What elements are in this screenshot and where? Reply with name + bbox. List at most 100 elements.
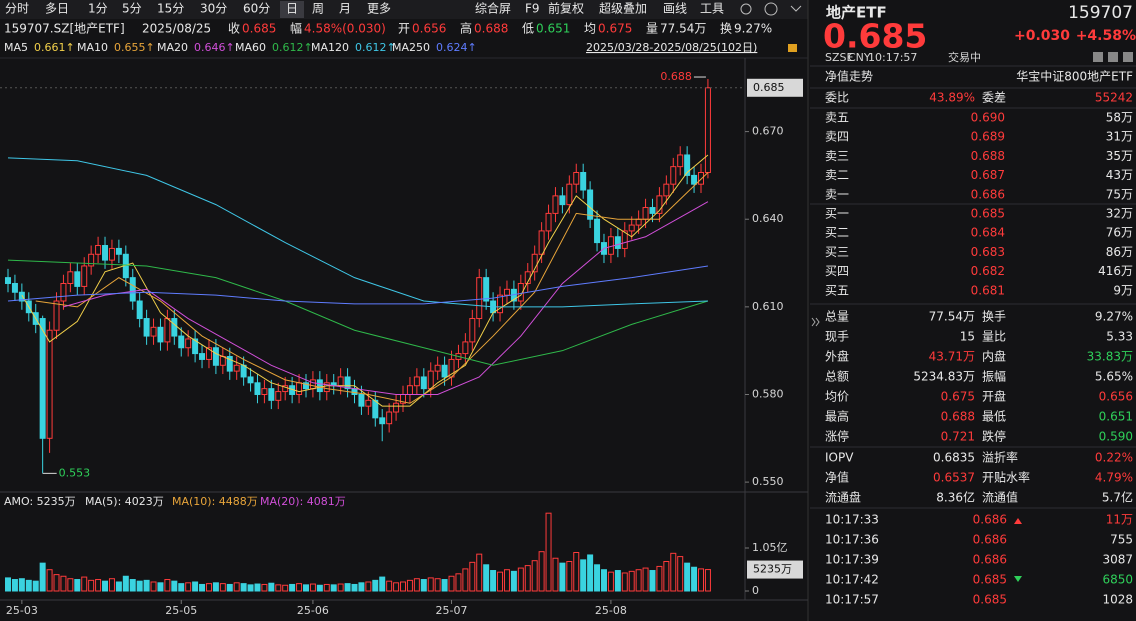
- tab[interactable]: 华宝中证800地产ETF: [1016, 69, 1133, 84]
- volume-bar: [559, 562, 566, 592]
- period-tab[interactable]: 更多: [367, 2, 391, 16]
- candle-body: [115, 247, 122, 255]
- candle-body: [684, 154, 691, 176]
- volume-bar: [420, 579, 427, 592]
- volume-bar: [413, 578, 420, 592]
- ma-value: 0.612↑: [272, 41, 313, 54]
- more-icon[interactable]: [1123, 52, 1133, 62]
- settings-icon[interactable]: [740, 3, 752, 15]
- book-price: 0.689: [971, 130, 1005, 144]
- volume-bar: [115, 581, 122, 592]
- period-tab[interactable]: 5分: [122, 2, 142, 16]
- period-tab[interactable]: 分时: [5, 2, 29, 16]
- volume-bar: [531, 560, 538, 592]
- volume-bar: [337, 583, 344, 592]
- volume-bar: [510, 570, 517, 592]
- active-tab: [280, 1, 304, 18]
- lock-icon[interactable]: [788, 44, 797, 52]
- period-tab[interactable]: 30分: [200, 2, 227, 16]
- period-tab[interactable]: 1分: [88, 2, 108, 16]
- expand-icon[interactable]: [811, 317, 820, 327]
- range[interactable]: 2025/03/28-2025/08/25(102日): [586, 41, 757, 54]
- stock-code: 159707: [1068, 3, 1133, 23]
- down-arrow: [1014, 576, 1022, 582]
- volume-bar: [102, 580, 109, 592]
- low-label: 0.553: [59, 466, 91, 479]
- candle-body: [302, 382, 309, 390]
- trade-volume: 3087: [1102, 553, 1133, 567]
- candle-body: [531, 253, 538, 273]
- volume-bar: [212, 582, 219, 592]
- book-volume: 43万: [1106, 168, 1133, 182]
- volume-bar: [157, 582, 164, 592]
- tab[interactable]: 净值走势: [825, 69, 873, 84]
- volume-bar: [143, 579, 150, 592]
- quote-label: 量: [646, 22, 658, 36]
- volume-bar: [566, 561, 573, 592]
- period-tab[interactable]: 月: [339, 2, 351, 16]
- quote-value: 0.656: [412, 22, 446, 36]
- candle-body: [517, 282, 524, 302]
- volume-bar: [483, 564, 490, 592]
- x-tick-label: 25-06: [297, 604, 329, 617]
- price-change: +0.030: [1014, 28, 1070, 44]
- tool-button[interactable]: 超级叠加: [599, 1, 647, 16]
- volume-legend: MA(10): 4488万: [172, 495, 258, 508]
- ma-name: MA120: [311, 41, 349, 54]
- volume-bar: [5, 577, 11, 592]
- book-price: 0.687: [971, 168, 1005, 182]
- ma-value: 0.655↑: [114, 41, 155, 54]
- y-tick-label: 0.580: [752, 387, 784, 400]
- candle-body: [323, 382, 330, 393]
- last-price-tag: [747, 78, 803, 97]
- volume-bar: [330, 584, 337, 592]
- candle-body: [704, 87, 711, 173]
- candle-body: [67, 271, 74, 284]
- candle-body: [157, 326, 164, 343]
- volume-bar: [684, 562, 691, 592]
- edit-icon[interactable]: [1093, 52, 1103, 62]
- tool-button[interactable]: 前复权: [548, 1, 584, 16]
- candle-body: [663, 183, 670, 197]
- candle-body: [81, 265, 88, 287]
- row-label: 开贴水率: [982, 470, 1030, 485]
- row-value: 0.22%: [1095, 451, 1133, 465]
- candle-body: [53, 300, 60, 331]
- link-icon[interactable]: [1108, 52, 1118, 62]
- tool-button[interactable]: 画线: [663, 2, 687, 16]
- candle-body: [261, 388, 268, 395]
- volume-bar: [289, 583, 296, 592]
- quote-value: 0.651: [536, 22, 570, 36]
- period-tab[interactable]: 多日: [45, 2, 69, 16]
- period-tab[interactable]: 15分: [157, 2, 184, 16]
- quote-label: 均: [584, 22, 596, 36]
- tool-button[interactable]: F9: [525, 2, 540, 16]
- meta: CNY: [848, 51, 871, 64]
- ma-line: [7, 157, 708, 308]
- book-volume: 76万: [1106, 226, 1133, 240]
- help-icon[interactable]: [764, 2, 778, 16]
- period-tab[interactable]: 日: [286, 2, 298, 16]
- book-price: 0.690: [971, 111, 1005, 125]
- collapse-icon[interactable]: [790, 5, 802, 12]
- row-label: 内盘: [982, 349, 1006, 364]
- volume-bar: [607, 571, 614, 592]
- candle-body: [150, 326, 157, 337]
- volume-bar: [11, 579, 18, 592]
- period-tab[interactable]: 周: [312, 2, 324, 16]
- book-volume: 416万: [1098, 264, 1133, 278]
- candle-body: [698, 171, 704, 185]
- ma-value: 0.624↑: [436, 41, 477, 54]
- book-label: 卖三: [825, 149, 849, 163]
- volume-bar: [642, 567, 649, 592]
- book-volume: 9万: [1113, 283, 1133, 297]
- tool-button[interactable]: 工具: [700, 2, 724, 16]
- volume-bar: [358, 582, 365, 592]
- volume-bar: [538, 551, 545, 592]
- volume-bar: [587, 554, 594, 592]
- volume-bar: [129, 579, 136, 592]
- candle-body: [656, 195, 663, 214]
- tool-button[interactable]: 综合屏: [475, 1, 511, 16]
- period-tab[interactable]: 60分: [243, 2, 270, 16]
